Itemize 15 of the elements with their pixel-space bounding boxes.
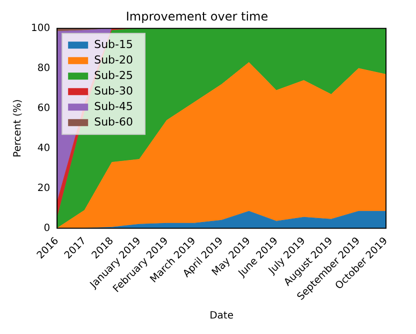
y-tick-label: 20 (37, 182, 50, 194)
y-axis-title: Percent (%) (12, 99, 24, 158)
y-tick-label: 80 (37, 62, 50, 74)
y-tick-label: 0 (44, 222, 50, 234)
x-axis-title: Date (210, 310, 234, 322)
chart-title: Improvement over time (126, 9, 268, 24)
y-tick-label: 40 (37, 142, 50, 154)
y-tick-label: 100 (30, 22, 50, 34)
legend-label: Sub-25 (94, 69, 133, 82)
y-tick-label: 60 (37, 102, 50, 114)
legend-label: Sub-30 (94, 84, 133, 98)
legend-label: Sub-45 (94, 100, 133, 114)
legend-label: Sub-60 (94, 116, 133, 129)
legend-label: Sub-20 (94, 54, 133, 67)
legend-label: Sub-15 (94, 38, 133, 52)
